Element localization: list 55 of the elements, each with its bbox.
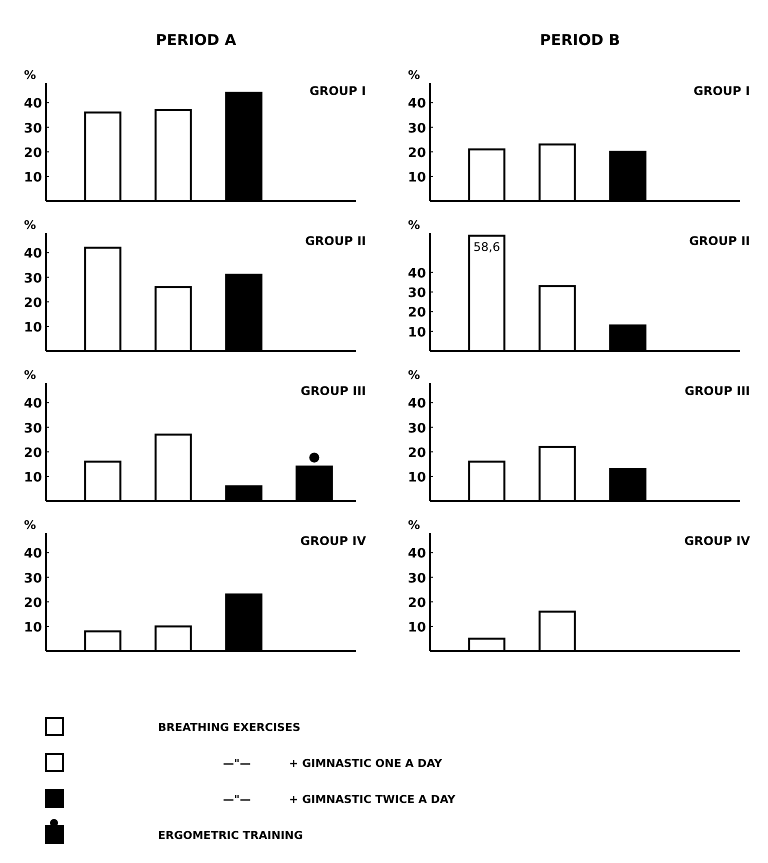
y-tick-label: 10 — [24, 320, 42, 336]
annotation: GROUP III — [684, 384, 750, 398]
y-tick-label: 20 — [408, 596, 426, 611]
y-tick-label: 20 — [408, 146, 426, 161]
y-tick-label: 30 — [408, 571, 426, 586]
annotation: GROUP III — [300, 384, 366, 398]
text: —"— + GIMNASTIC ONE A DAY — [223, 757, 444, 770]
annotation: GROUP IV — [300, 534, 367, 548]
y-tick-label: 30 — [24, 571, 42, 586]
annotation: GROUP I — [694, 84, 750, 98]
text: ERGOMETRIC TRAINING — [158, 829, 303, 842]
y-tick-label: 10 — [408, 325, 426, 340]
y-tick-label: 40 — [408, 96, 426, 112]
text: BREATHING EXERCISES — [158, 721, 300, 734]
y-tick-label: 30 — [24, 421, 42, 436]
y-tick-label: 10 — [24, 170, 42, 186]
y-tick-label: 40 — [408, 396, 426, 412]
y-tick-label: 20 — [408, 306, 426, 321]
y-tick-label: 10 — [24, 470, 42, 486]
annotation: GROUP II — [689, 234, 750, 248]
chart-title: PERIOD A — [156, 31, 237, 49]
y-axis-title: % — [24, 218, 36, 232]
data-label: 58,6 — [473, 240, 500, 254]
y-tick-label: 10 — [408, 620, 426, 636]
y-tick-label: 30 — [408, 421, 426, 436]
y-tick-label: 20 — [24, 146, 42, 161]
annotation: GROUP IV — [684, 534, 751, 548]
y-tick-label: 40 — [24, 96, 42, 112]
y-tick-label: 40 — [24, 246, 42, 262]
y-tick-label: 40 — [408, 546, 426, 562]
y-tick-label: 10 — [408, 470, 426, 486]
y-tick-label: 10 — [408, 170, 426, 186]
text: —"— + GIMNASTIC TWICE A DAY — [223, 793, 456, 806]
y-tick-label: 20 — [24, 596, 42, 611]
chart-title: PERIOD B — [540, 31, 620, 49]
y-tick-label: 20 — [24, 446, 42, 461]
y-tick-label: 30 — [24, 271, 42, 286]
y-tick-label: 40 — [24, 396, 42, 412]
y-axis-title: % — [408, 518, 420, 532]
y-tick-label: 40 — [408, 266, 426, 282]
y-axis-title: % — [408, 368, 420, 382]
y-tick-label: 20 — [408, 446, 426, 461]
y-tick-label: 30 — [408, 286, 426, 301]
y-axis-title: % — [24, 368, 36, 382]
y-axis-title: % — [24, 518, 36, 532]
annotation: GROUP II — [305, 234, 366, 248]
y-tick-label: 30 — [408, 121, 426, 136]
y-axis-title: % — [408, 68, 420, 82]
y-tick-label: 40 — [24, 546, 42, 562]
y-tick-label: 30 — [24, 121, 42, 136]
annotation: GROUP I — [310, 84, 366, 98]
y-axis-title: % — [408, 218, 420, 232]
y-axis-title: % — [24, 68, 36, 82]
y-tick-label: 20 — [24, 296, 42, 311]
y-tick-label: 10 — [24, 620, 42, 636]
